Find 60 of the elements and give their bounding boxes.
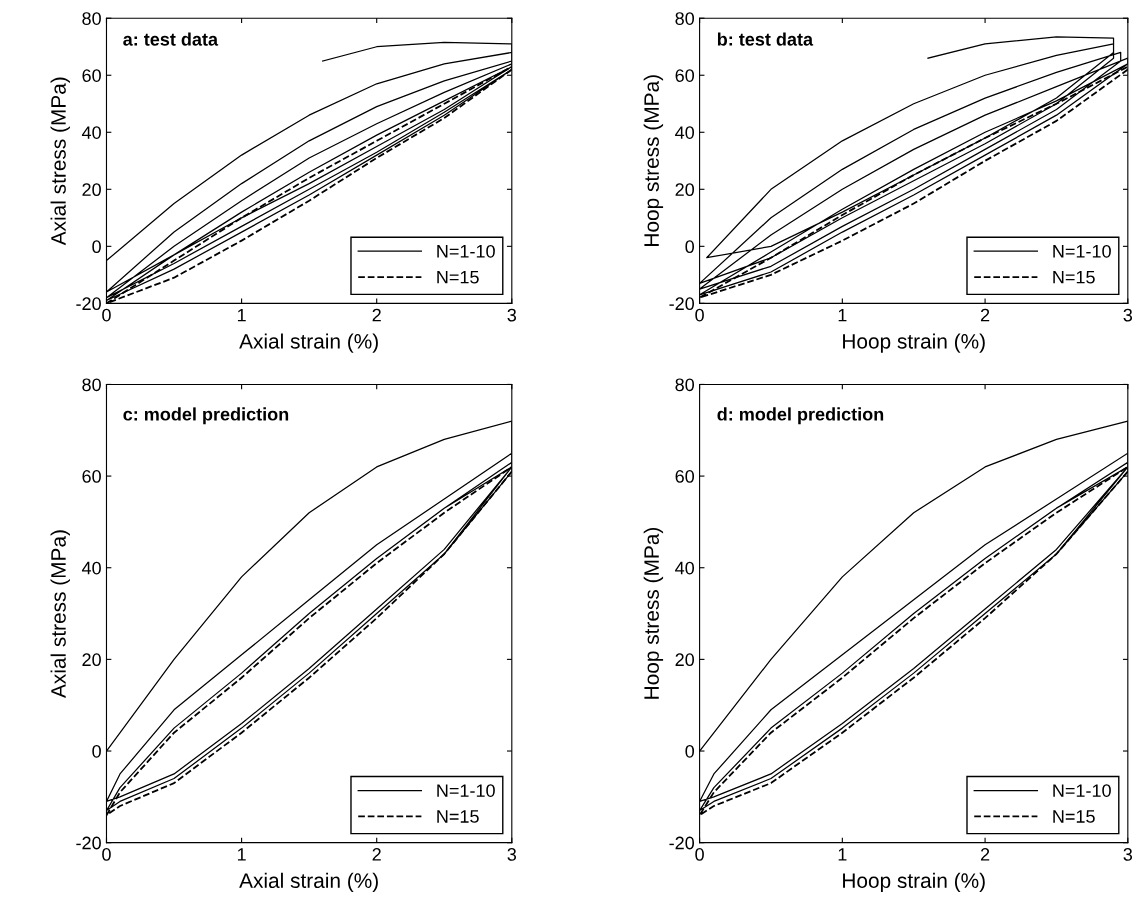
x-tick-label: 0 (102, 848, 111, 861)
y-tick-label: 40 (675, 561, 695, 575)
x-tick-label: 0 (695, 848, 704, 861)
y-axis-title: Hoop stress (MPa) (643, 528, 664, 699)
y-tick-label: 60 (82, 69, 101, 82)
y-tick-label: -20 (669, 297, 695, 311)
x-tick-label: 1 (237, 848, 246, 861)
x-axis-title: Axial strain (%) (239, 333, 378, 353)
x-tick-label: 2 (372, 308, 381, 322)
x-tick-label: 3 (507, 848, 517, 861)
y-tick-label: 80 (675, 378, 695, 392)
y-tick-label: 20 (675, 183, 695, 197)
legend-label: N=15 (437, 810, 479, 823)
y-axis-title: Axial stress (MPa) (50, 530, 70, 699)
x-tick-label: 1 (237, 308, 246, 322)
y-tick-label: 20 (675, 653, 695, 667)
x-tick-label: 3 (1123, 848, 1133, 861)
legend-label: N=15 (1053, 270, 1095, 284)
y-tick-label: 60 (675, 470, 695, 483)
y-tick-label: 20 (82, 183, 101, 197)
annotation: a: test data (123, 32, 219, 46)
y-tick-label: 80 (82, 12, 101, 25)
y-tick-label: 0 (685, 240, 695, 254)
y-tick-label: 40 (675, 126, 695, 139)
x-axis-title: Axial strain (%) (239, 872, 378, 893)
legend-label: N=1-10 (437, 244, 495, 258)
legend-label: N=15 (437, 270, 479, 284)
y-tick-label: 60 (82, 470, 101, 483)
legend-label: N=15 (1053, 810, 1095, 823)
x-tick-label: 0 (102, 308, 111, 322)
x-tick-label: 2 (980, 848, 990, 861)
y-tick-label: 40 (81, 126, 101, 139)
x-axis-title: Hoop strain (%) (843, 872, 985, 893)
y-tick-label: -20 (76, 836, 101, 850)
x-tick-label: 1 (838, 308, 847, 322)
x-tick-label: 1 (838, 848, 847, 861)
x-tick-label: 0 (695, 308, 704, 322)
y-tick-label: 20 (82, 653, 101, 667)
x-tick-label: 3 (507, 308, 517, 322)
y-tick-label: -20 (669, 836, 695, 850)
annotation: c: model prediction (123, 407, 289, 425)
y-tick-label: 0 (92, 744, 101, 758)
y-tick-label: 80 (675, 12, 695, 25)
x-axis-title: Hoop strain (%) (843, 333, 985, 353)
annotation: d: model prediction (717, 407, 884, 425)
y-tick-label: 40 (81, 561, 101, 575)
legend-label: N=1-10 (1053, 784, 1111, 797)
y-axis-title: Hoop stress (MPa) (643, 75, 664, 246)
legend-label: N=1-10 (437, 784, 495, 797)
x-tick-label: 2 (372, 848, 381, 861)
x-tick-label: 3 (1123, 308, 1133, 322)
legend-label: N=1-10 (1053, 244, 1111, 258)
x-tick-label: 2 (980, 308, 990, 322)
y-tick-label: -20 (76, 297, 101, 311)
annotation: b: test data (717, 32, 814, 46)
y-tick-label: 80 (82, 378, 101, 392)
y-tick-label: 60 (675, 69, 695, 82)
y-tick-label: 0 (685, 744, 695, 758)
y-tick-label: 0 (92, 240, 101, 254)
y-axis-title: Axial stress (MPa) (50, 77, 70, 246)
